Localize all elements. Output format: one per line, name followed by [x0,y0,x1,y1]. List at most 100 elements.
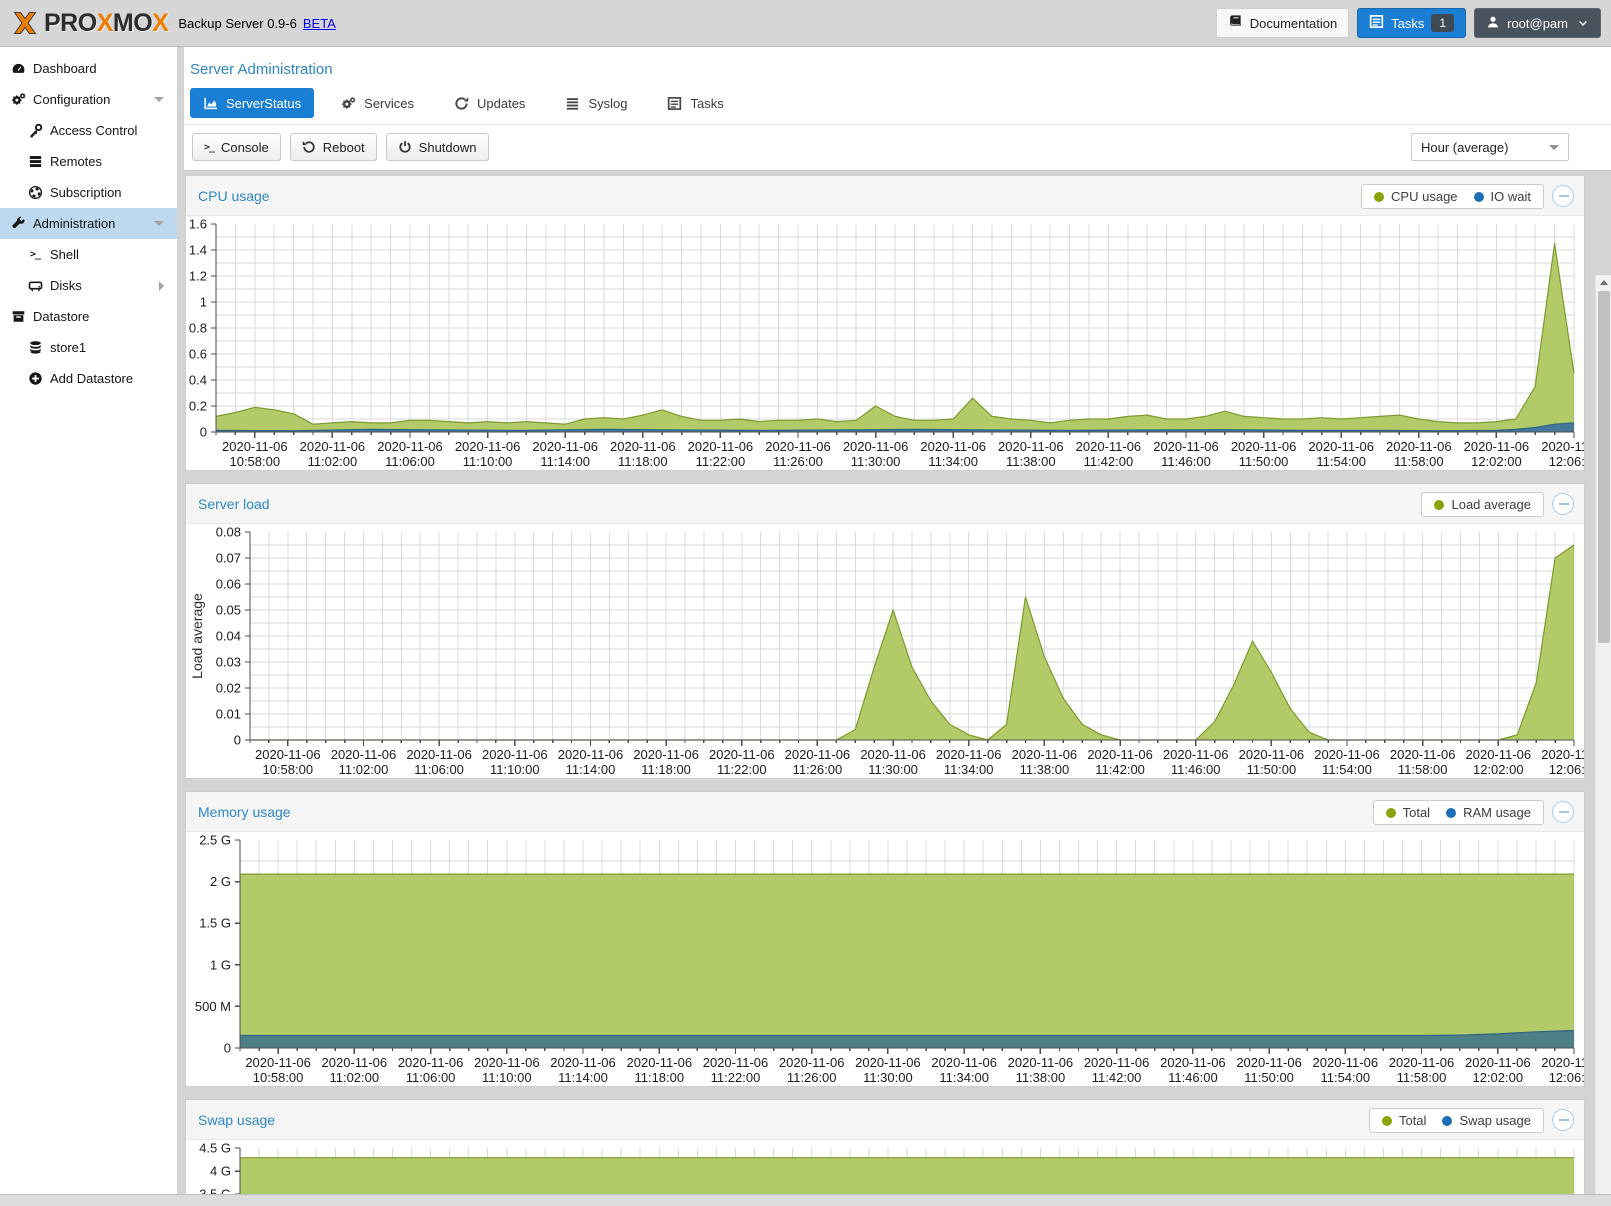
collapse-panel-button[interactable] [1552,185,1574,207]
svg-text:11:46:00: 11:46:00 [1168,1070,1218,1085]
svg-text:12:02:00: 12:02:00 [1473,762,1524,777]
server-load-chart: 0.08 0.07 0.06 0.05 0.04 0.03 0.02 0.01 0 2020-11… [186,524,1584,778]
svg-text:2020-11-06: 2020-11-06 [860,747,926,762]
sidebar-item-datastore[interactable]: Datastore [0,301,177,332]
sidebar-item-dashboard[interactable]: Dashboard [0,53,177,84]
shutdown-button[interactable]: Shutdown [385,133,489,161]
svg-text:2020-11-06: 2020-11-06 [255,747,321,762]
legend-item-total: Total [1381,1113,1427,1128]
collapse-panel-button[interactable] [1552,1109,1574,1131]
sidebar-item-add-datastore[interactable]: Add Datastore [0,363,177,394]
sidebar-item-administration[interactable]: Administration [0,208,178,239]
sidebar-item-access-control[interactable]: Access Control [0,115,177,146]
svg-text:11:26:00: 11:26:00 [793,762,843,777]
sidebar-item-shell[interactable]: >_ Shell [0,239,177,270]
sidebar-item-label: Administration [33,216,116,231]
scroll-up-arrow[interactable] [1596,275,1611,289]
svg-text:2020-11-06: 2020-11-06 [703,1055,769,1070]
time-range-select[interactable]: Hour (average) [1411,133,1569,161]
documentation-button[interactable]: Documentation [1215,8,1350,38]
sidebar-splitter[interactable] [177,47,184,1206]
dashboard-icon [10,61,26,77]
book-icon [1228,14,1243,32]
svg-text:0.6: 0.6 [189,347,207,362]
svg-text:11:02:00: 11:02:00 [329,1070,379,1085]
svg-text:11:46:00: 11:46:00 [1171,762,1221,777]
terminal-icon: >_ [204,141,215,153]
beta-link[interactable]: BETA [302,15,336,31]
tasks-icon [667,96,682,111]
tab-updates[interactable]: Updates [441,88,538,118]
legend-label: Total [1398,1113,1427,1128]
tab-syslog[interactable]: Syslog [552,88,640,118]
tab-label: ServerStatus [226,95,302,111]
svg-text:11:38:00: 11:38:00 [1020,762,1070,777]
svg-text:0.8: 0.8 [189,321,207,336]
svg-text:2020-11-06: 2020-11-06 [406,747,472,762]
server-load-panel: Server load Load average 0.08 0.07 0.06 0.0… [185,483,1585,779]
svg-text:11:26:00: 11:26:00 [787,1070,837,1085]
user-icon [1486,15,1500,32]
vertical-scrollbar[interactable] [1595,275,1611,1206]
collapse-panel-button[interactable] [1552,801,1574,823]
svg-text:2020-11-06: 2020-11-06 [1466,747,1532,762]
svg-text:11:34:00: 11:34:00 [944,762,994,777]
tab-tasks[interactable]: Tasks [654,88,736,118]
svg-text:12:02:00: 12:02:00 [1472,1070,1523,1085]
sidebar-item-store1[interactable]: store1 [0,332,177,363]
sidebar-item-label: Dashboard [33,61,97,76]
horizontal-scrollbar[interactable] [0,1194,1611,1206]
disk-icon [27,278,43,294]
sidebar-item-label: Add Datastore [50,371,134,386]
svg-text:2020-11-06: 2020-11-06 [1008,1055,1074,1070]
svg-text:2020-11-06: 2020-11-06 [779,1055,845,1070]
svg-text:0: 0 [200,425,207,440]
tasks-count-badge: 1 [1431,14,1455,32]
scrollbar-thumb[interactable] [1598,291,1610,643]
expand-arrow-icon[interactable] [159,280,165,291]
svg-text:11:50:00: 11:50:00 [1244,1070,1294,1085]
svg-text:10:58:00: 10:58:00 [253,1070,304,1085]
legend: Total Swap usage [1368,1108,1544,1133]
tasks-icon [1369,14,1384,32]
sidebar-item-disks[interactable]: Disks [0,270,177,301]
svg-text:11:06:00: 11:06:00 [406,1070,456,1085]
subscription-icon [27,185,43,201]
tasks-button[interactable]: Tasks 1 [1357,8,1467,38]
legend-dot-icon [1385,807,1396,818]
svg-text:1.5 G: 1.5 G [199,916,231,931]
tab-services[interactable]: Services [328,88,427,118]
svg-text:0.01: 0.01 [216,707,241,722]
svg-text:11:34:00: 11:34:00 [939,1070,989,1085]
console-button[interactable]: >_ Console [192,133,281,161]
svg-text:11:02:00: 11:02:00 [339,762,389,777]
add-icon [27,371,43,387]
sidebar-item-label: Subscription [50,185,122,200]
svg-text:11:50:00: 11:50:00 [1239,454,1289,469]
tab-serverstatus[interactable]: ServerStatus [190,88,315,118]
cpu-usage-panel: CPU usage CPU usage IO wait 1.6 1.4 1.2 1 0.8… [185,175,1585,471]
svg-text:2020-11-06: 2020-11-06 [936,747,1002,762]
collapse-arrow-icon[interactable] [154,97,165,102]
legend-dot-icon [1381,1115,1392,1126]
legend-dot-icon [1473,191,1484,202]
svg-text:10:58:00: 10:58:00 [229,454,280,469]
svg-text:500 M: 500 M [195,999,231,1014]
sidebar-item-subscription[interactable]: Subscription [0,177,177,208]
legend-label: Swap usage [1459,1113,1531,1128]
user-menu-button[interactable]: root@pam [1474,8,1601,38]
svg-text:Load average: Load average [189,593,205,679]
svg-text:2020-11-06: 2020-11-06 [1541,1055,1584,1070]
reboot-button[interactable]: Reboot [289,133,377,161]
svg-text:2020-11-06: 2020-11-06 [1236,1055,1302,1070]
svg-text:0.04: 0.04 [216,629,241,644]
svg-text:11:30:00: 11:30:00 [851,454,901,469]
sidebar-item-configuration[interactable]: Configuration [0,84,177,115]
svg-text:11:26:00: 11:26:00 [773,454,823,469]
collapse-panel-button[interactable] [1552,493,1574,515]
svg-text:11:38:00: 11:38:00 [1006,454,1056,469]
sidebar-item-remotes[interactable]: Remotes [0,146,177,177]
svg-text:2020-11-06: 2020-11-06 [377,439,443,454]
collapse-arrow-icon[interactable] [154,221,165,226]
svg-text:0.2: 0.2 [189,399,207,414]
